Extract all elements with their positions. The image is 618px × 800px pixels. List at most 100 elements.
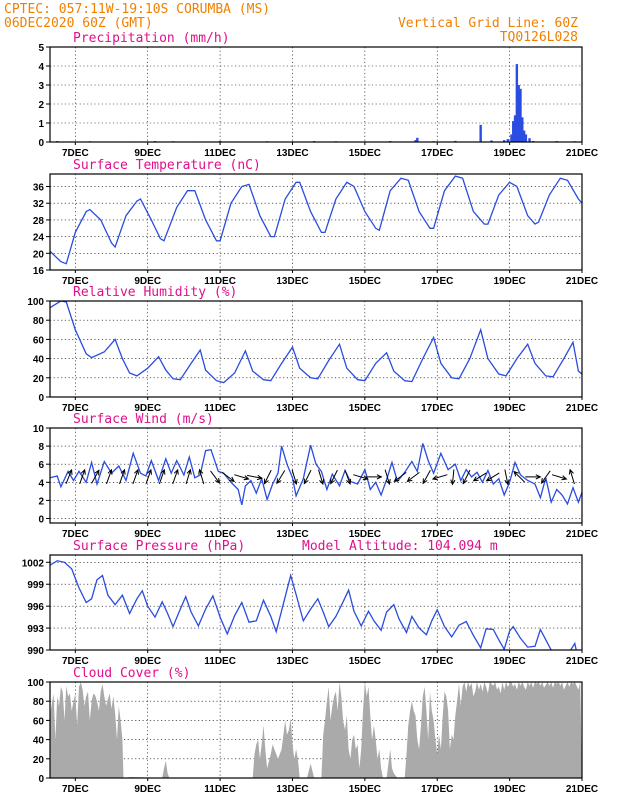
wind-arrow <box>485 472 500 482</box>
cloud-date-label: 17DEC <box>421 784 453 795</box>
cloud-panel: 0 20 40 60 80 100 7DEC 9DEC 11DEC 13DEC 15DEC 17DEC… <box>27 666 598 795</box>
wind-arrow <box>472 472 487 482</box>
pressure-date-label: 7DEC <box>62 656 89 667</box>
pressure-date-label: 17DEC <box>421 656 453 667</box>
pressure-date-label: 15DEC <box>349 656 381 667</box>
wind-arrow <box>185 468 192 485</box>
rh-date-label: 17DEC <box>421 403 453 414</box>
wind-arrow <box>393 472 407 483</box>
wind-arrow <box>353 474 369 481</box>
wind-arrow <box>234 474 250 481</box>
rh-date-label: 13DEC <box>276 403 308 414</box>
precipitation-bar <box>510 134 513 142</box>
wind-frame <box>49 427 583 524</box>
precipitation-bar <box>524 134 528 142</box>
cloud-ytick-label: 20 <box>33 755 45 766</box>
wind-arrow <box>106 468 113 485</box>
wind-arrow <box>513 470 526 483</box>
pressure-title: Surface Pressure (hPa) <box>73 539 245 554</box>
precip-ytick-label: 2 <box>38 100 44 111</box>
wind-arrow <box>221 472 236 483</box>
wind-date-label: 21DEC <box>566 529 598 540</box>
temp-date-label: 19DEC <box>493 276 525 287</box>
wind-date-label: 19DEC <box>493 529 525 540</box>
wind-arrow <box>384 469 391 486</box>
temp-date-label: 21DEC <box>566 276 598 287</box>
wind-date-label: 15DEC <box>349 529 381 540</box>
precip-ytick-label: 1 <box>38 119 44 130</box>
wind-arrow <box>330 469 338 485</box>
wind-ytick-label: 2 <box>38 496 44 507</box>
cloud-title: Cloud Cover (%) <box>73 666 190 681</box>
precipitation-bar <box>513 115 517 142</box>
cloud-cover-area <box>50 682 582 778</box>
precipitation-bar <box>515 64 519 142</box>
wind-date-label: 11DEC <box>204 529 236 540</box>
pressure-ytick-label: 996 <box>27 602 44 613</box>
cloud-ytick-label: 60 <box>33 716 45 727</box>
wind-arrow <box>344 469 352 485</box>
cloud-date-label: 21DEC <box>566 784 598 795</box>
wind-arrow <box>158 468 166 485</box>
wind-ytick-label: 4 <box>38 478 44 489</box>
wind-arrow <box>119 468 126 485</box>
cloud-ytick-label: 100 <box>27 678 44 689</box>
cloud-ytick-label: 80 <box>33 697 45 708</box>
precip-date-label: 21DEC <box>566 148 598 159</box>
wind-date-label: 13DEC <box>276 529 308 540</box>
cloud-date-label: 11DEC <box>204 784 236 795</box>
rh-date-label: 19DEC <box>493 403 525 414</box>
rh-date-label: 11DEC <box>204 403 236 414</box>
cloud-ytick-label: 0 <box>38 774 44 785</box>
pressure-frame <box>49 554 583 651</box>
wind-arrows <box>65 468 575 486</box>
wind-date-label: 7DEC <box>62 529 89 540</box>
wind-ytick-label: 6 <box>38 460 44 471</box>
rh-frame <box>49 300 583 398</box>
cloud-frame <box>49 681 583 779</box>
pressure-ytick-label: 1002 <box>22 558 45 569</box>
wind-arrow <box>504 469 510 486</box>
cloud-ytick-label: 40 <box>33 736 45 747</box>
rh-date-label: 15DEC <box>349 403 381 414</box>
precip-panel: 0 1 2 3 4 5 7DEC 9DEC 11DEC 13DEC 15DEC 17DEC 19DEC 2… <box>38 31 598 159</box>
cloud-date-label: 13DEC <box>276 784 308 795</box>
wind-arrow <box>406 472 420 483</box>
precip-date-label: 7DEC <box>62 148 89 159</box>
cloud-date-label: 15DEC <box>349 784 381 795</box>
precip-ytick-label: 4 <box>38 62 44 73</box>
wind-series-line <box>50 443 582 506</box>
temp-date-label: 15DEC <box>349 276 381 287</box>
rh-date-label: 7DEC <box>62 403 89 414</box>
precip-date-label: 15DEC <box>349 148 381 159</box>
precipitation-bar <box>490 140 493 142</box>
temp-date-label: 17DEC <box>421 276 453 287</box>
rh-series-line <box>50 301 582 384</box>
temp-ytick-label: 32 <box>33 199 45 210</box>
header-model-code: TQ0126L028 <box>500 30 578 45</box>
wind-arrow <box>303 469 312 485</box>
wind-arrow <box>79 468 86 485</box>
rh-ytick-label: 80 <box>33 316 45 327</box>
temp-panel: 16 20 24 28 32 36 7DEC 9DEC 11DEC 13DEC 15DEC 17DEC… <box>33 158 598 287</box>
temp-date-label: 9DEC <box>134 276 161 287</box>
precip-date-label: 17DEC <box>421 148 453 159</box>
wind-arrow <box>450 469 456 486</box>
cloud-date-label: 9DEC <box>134 784 161 795</box>
cloud-date-label: 7DEC <box>62 784 89 795</box>
wind-arrow <box>91 469 100 484</box>
pressure-date-label: 11DEC <box>204 656 236 667</box>
temp-ytick-label: 24 <box>33 233 45 244</box>
precipitation-bar <box>528 138 531 142</box>
precip-title: Precipitation (mm/h) <box>73 31 230 46</box>
temp-ytick-label: 36 <box>33 183 45 194</box>
rh-ytick-label: 60 <box>33 335 45 346</box>
precipitation-bar <box>519 88 522 142</box>
pressure-date-label: 9DEC <box>134 656 161 667</box>
rh-ytick-label: 40 <box>33 355 45 366</box>
wind-date-label: 17DEC <box>421 529 453 540</box>
wind-arrow <box>462 469 471 485</box>
temp-frame <box>49 173 583 271</box>
pressure-series-line <box>50 560 577 650</box>
